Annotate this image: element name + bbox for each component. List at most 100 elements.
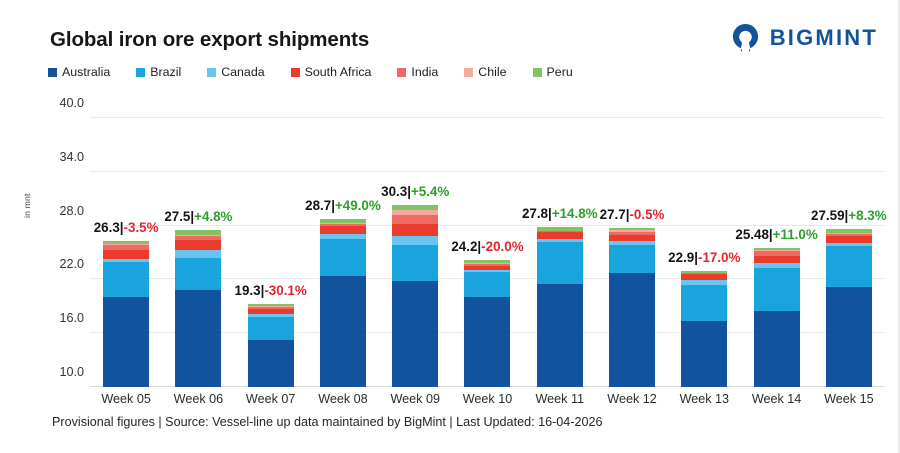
bar-segment-chile[interactable] [464,262,511,264]
bar-segment-canada[interactable] [825,242,872,246]
bar-segment-india[interactable] [103,245,150,251]
bar-segment-chile[interactable] [536,230,583,232]
bar-stack[interactable] [464,259,511,387]
legend-item-south-africa[interactable]: South Africa [290,65,371,79]
bar-segment-peru[interactable] [175,230,222,235]
bar-group[interactable]: 27.59|+8.3% [811,118,887,387]
bar-segment-india[interactable] [392,214,439,225]
bar-segment-canada[interactable] [392,236,439,246]
bar-segment-peru[interactable] [536,227,583,231]
bar-segment-india[interactable] [825,233,872,236]
bar-segment-south-africa[interactable] [319,226,366,234]
bar-segment-canada[interactable] [464,270,511,273]
bar-segment-chile[interactable] [175,234,222,237]
bar-segment-chile[interactable] [681,272,728,274]
bar-segment-south-africa[interactable] [175,240,222,251]
bar-segment-india[interactable] [319,224,366,227]
bar-segment-brazil[interactable] [175,258,222,290]
bar-segment-brazil[interactable] [825,245,872,288]
bar-segment-brazil[interactable] [464,272,511,297]
bar-stack[interactable] [175,230,222,387]
bar-segment-south-africa[interactable] [464,266,511,271]
bar-group[interactable]: 19.3|-30.1% [235,118,307,387]
bar-segment-canada[interactable] [319,233,366,239]
bar-segment-australia[interactable] [103,296,150,387]
bar-segment-australia[interactable] [681,320,728,387]
bar-segment-canada[interactable] [247,314,294,318]
bar-segment-australia[interactable] [536,284,583,387]
legend-item-brazil[interactable]: Brazil [136,65,181,79]
legend-item-australia[interactable]: Australia [48,65,110,79]
bar-segment-brazil[interactable] [536,242,583,285]
bar-segment-brazil[interactable] [319,238,366,276]
bar-stack[interactable] [536,227,583,387]
bar-segment-canada[interactable] [175,250,222,259]
bar-segment-australia[interactable] [175,290,222,387]
bar-segment-brazil[interactable] [392,245,439,282]
bar-stack[interactable] [319,219,366,387]
bar-segment-brazil[interactable] [247,317,294,341]
bar-stack[interactable] [103,240,150,387]
bar-segment-india[interactable] [681,273,728,275]
bar-segment-chile[interactable] [319,222,366,225]
bar-segment-australia[interactable] [247,340,294,387]
bar-segment-south-africa[interactable] [609,234,656,241]
bar-segment-chile[interactable] [392,210,439,215]
bar-group[interactable]: 24.2|-20.0% [451,118,524,387]
bar-segment-chile[interactable] [609,230,656,232]
bar-segment-australia[interactable] [392,281,439,387]
bar-group[interactable]: 27.7|-0.5% [596,118,668,387]
bar-stack[interactable] [609,228,656,387]
legend-item-chile[interactable]: Chile [464,65,507,79]
bar-segment-south-africa[interactable] [536,232,583,239]
bar-segment-south-africa[interactable] [681,274,728,280]
bar-segment-south-africa[interactable] [103,250,150,259]
bar-segment-india[interactable] [464,263,511,267]
bar-segment-australia[interactable] [825,287,872,387]
bar-segment-india[interactable] [175,236,222,241]
bar-segment-chile[interactable] [103,244,150,246]
bar-segment-peru[interactable] [825,229,872,233]
bar-group[interactable]: 30.3|+5.4% [379,118,451,387]
bar-segment-australia[interactable] [609,272,656,387]
bar-segment-peru[interactable] [753,248,800,251]
bar-segment-chile[interactable] [247,305,294,307]
bar-segment-peru[interactable] [247,303,294,306]
bar-group[interactable]: 27.5|+4.8% [162,118,234,387]
bar-segment-canada[interactable] [103,258,150,262]
bar-segment-australia[interactable] [753,311,800,387]
bar-group[interactable]: 27.8|+14.8% [522,118,598,387]
legend-item-india[interactable]: India [397,65,438,79]
bar-segment-brazil[interactable] [609,244,656,273]
bar-segment-peru[interactable] [392,205,439,211]
bar-segment-india[interactable] [536,231,583,233]
bar-stack[interactable] [392,205,439,387]
bar-segment-south-africa[interactable] [247,308,294,314]
bar-group[interactable]: 22.9|-17.0% [668,118,740,387]
bar-segment-australia[interactable] [464,296,511,387]
bar-segment-peru[interactable] [464,259,511,263]
bar-segment-canada[interactable] [536,238,583,243]
bar-segment-canada[interactable] [681,279,728,285]
bar-segment-india[interactable] [609,231,656,235]
bar-segment-brazil[interactable] [681,284,728,321]
bar-segment-australia[interactable] [319,276,366,387]
bar-segment-peru[interactable] [319,219,366,223]
bar-segment-south-africa[interactable] [753,255,800,264]
bar-segment-chile[interactable] [825,232,872,234]
bar-segment-south-africa[interactable] [392,224,439,237]
bar-group[interactable]: 26.3|-3.5% [90,118,162,387]
bar-segment-chile[interactable] [753,250,800,251]
bar-segment-south-africa[interactable] [825,235,872,243]
bar-stack[interactable] [247,303,294,387]
legend-item-peru[interactable]: Peru [532,65,573,79]
bar-segment-canada[interactable] [609,240,656,245]
bar-segment-india[interactable] [247,306,294,309]
bar-segment-brazil[interactable] [103,261,150,297]
bar-group[interactable]: 28.7|+49.0% [305,118,381,387]
bar-stack[interactable] [753,248,800,387]
bar-segment-peru[interactable] [609,228,656,231]
bar-stack[interactable] [825,229,872,387]
bar-stack[interactable] [681,271,728,387]
bar-segment-canada[interactable] [753,263,800,269]
